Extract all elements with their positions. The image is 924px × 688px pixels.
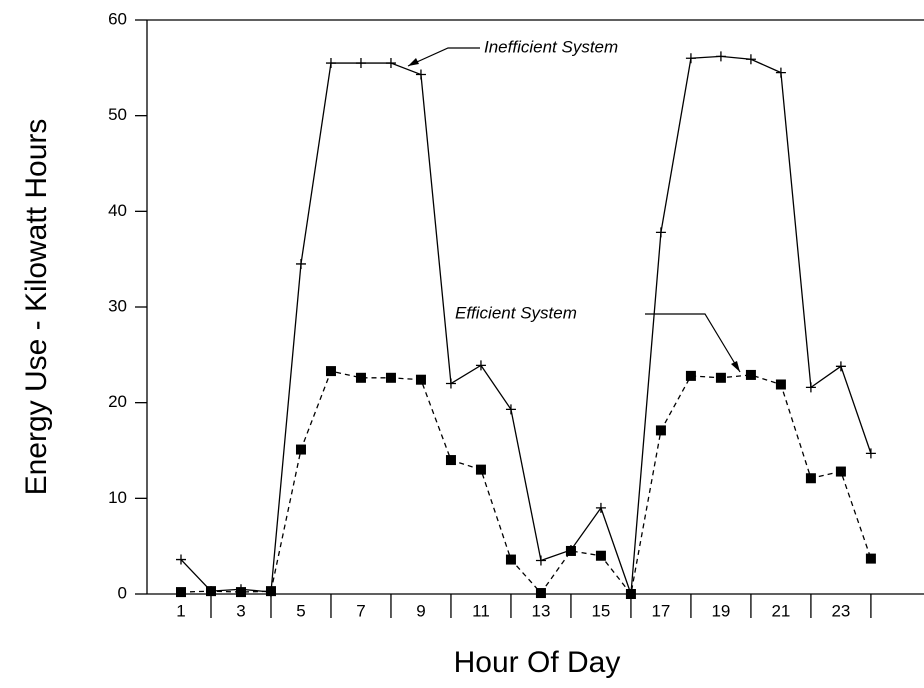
x-tick-label: 1 xyxy=(176,601,185,620)
marker xyxy=(445,378,456,389)
marker xyxy=(805,473,816,484)
x-tick-label: 17 xyxy=(651,601,670,620)
marker xyxy=(535,555,546,566)
x-tick-label: 19 xyxy=(711,601,730,620)
marker xyxy=(565,545,576,556)
x-tick-label: 11 xyxy=(472,601,490,620)
marker xyxy=(445,455,456,466)
marker xyxy=(325,366,336,377)
annotation-arrowhead xyxy=(408,58,419,66)
y-axis-label: Energy Use - Kilowatt Hours xyxy=(20,119,53,496)
marker xyxy=(175,554,186,565)
marker xyxy=(325,58,336,69)
marker xyxy=(655,227,666,238)
marker xyxy=(415,69,426,80)
marker xyxy=(655,425,666,436)
marker xyxy=(505,554,516,565)
x-tick-label: 9 xyxy=(416,601,425,620)
annotation: Efficient System xyxy=(455,303,577,322)
marker xyxy=(685,370,696,381)
marker xyxy=(595,550,606,561)
marker xyxy=(475,360,486,371)
marker xyxy=(835,466,846,477)
marker xyxy=(205,586,216,597)
x-tick-label: 15 xyxy=(591,601,610,620)
x-tick-label: 21 xyxy=(771,601,790,620)
marker xyxy=(385,372,396,383)
y-tick-label: 60 xyxy=(108,9,127,28)
marker xyxy=(745,54,756,65)
marker xyxy=(295,444,306,455)
marker xyxy=(805,382,816,393)
annotation-arrow xyxy=(407,47,480,67)
y-tick-label: 50 xyxy=(108,105,127,124)
x-axis-label: Hour Of Day xyxy=(454,646,621,679)
marker xyxy=(775,67,786,78)
annotation: Inefficient System xyxy=(484,37,618,56)
marker xyxy=(175,587,186,598)
marker xyxy=(835,361,846,372)
marker xyxy=(505,404,516,415)
marker xyxy=(625,589,636,599)
x-tick-label: 23 xyxy=(831,601,850,620)
marker xyxy=(595,502,606,513)
marker xyxy=(235,587,246,598)
marker xyxy=(715,372,726,383)
marker xyxy=(265,586,276,597)
marker xyxy=(865,448,876,459)
annotation-arrowhead xyxy=(731,361,740,372)
annotation-arrow xyxy=(645,313,741,373)
x-tick-label: 3 xyxy=(236,601,245,620)
marker xyxy=(535,588,546,599)
marker xyxy=(745,369,756,380)
marker xyxy=(715,51,726,62)
marker xyxy=(355,372,366,383)
marker xyxy=(775,379,786,390)
marker xyxy=(415,374,426,385)
marker xyxy=(685,53,696,64)
y-tick-label: 40 xyxy=(108,201,127,220)
marker xyxy=(475,464,486,475)
marker xyxy=(385,58,396,69)
x-tick-label: 5 xyxy=(296,601,305,620)
series-line xyxy=(180,55,872,595)
x-tick-label: 13 xyxy=(531,601,550,620)
y-tick-label: 30 xyxy=(108,296,127,315)
x-tick-label: 7 xyxy=(356,601,365,620)
marker xyxy=(865,553,876,564)
y-tick-label: 20 xyxy=(108,392,127,411)
marker xyxy=(295,258,306,269)
y-tick-label: 10 xyxy=(108,488,127,507)
y-tick-label: 0 xyxy=(118,583,127,602)
marker xyxy=(355,58,366,69)
